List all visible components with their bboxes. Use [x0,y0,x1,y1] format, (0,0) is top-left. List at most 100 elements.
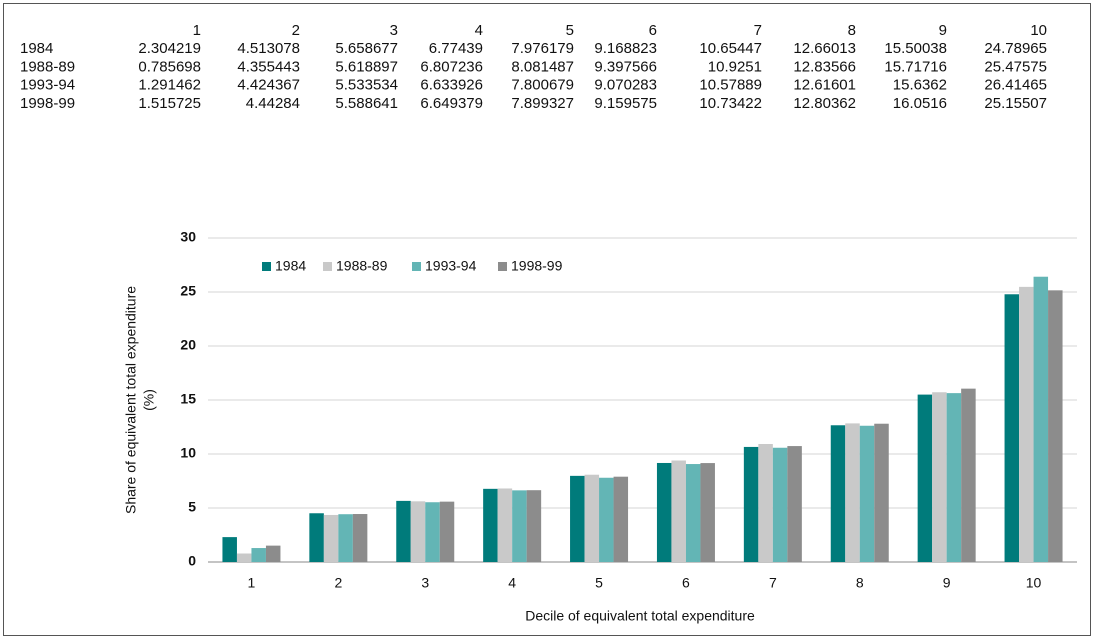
y-tick-label: 15 [180,391,196,407]
legend-swatch [323,262,332,271]
legend-swatch [262,262,271,271]
bar [497,488,513,562]
bar [700,463,715,562]
x-tick-label: 1 [248,575,256,591]
table-cell: 15.6362 [893,77,947,94]
bar [787,446,802,562]
table-row-label: 1998-99 [20,95,75,112]
table-header: 5 [566,22,574,39]
bar [584,474,600,562]
legend-swatch [412,262,421,271]
table-cell: 9.070283 [594,77,657,94]
bar [323,514,339,562]
bar [483,488,498,562]
bar [613,476,629,562]
y-axis-title: Share of equivalent total expenditure [123,286,139,514]
table-cell: 12.66013 [793,40,856,57]
bar [961,388,976,562]
table-cell: 25.47575 [984,58,1047,75]
table-header: 3 [390,22,398,39]
table-cell: 9.159575 [594,95,657,112]
x-tick-label: 7 [769,575,777,591]
table-header: 4 [475,22,483,39]
table-row-label: 1988-89 [20,58,75,75]
table-header: 8 [848,22,856,39]
bar [874,423,889,562]
y-tick-label: 30 [180,229,196,245]
y-axis-title: (%) [141,389,157,411]
x-tick-label: 6 [682,575,690,591]
legend-label: 1988-89 [336,258,388,274]
table-cell: 10.57889 [699,77,762,94]
table-cell: 8.081487 [511,58,574,75]
frame [3,3,1091,636]
y-tick-label: 0 [188,553,196,569]
table-header: 7 [754,22,762,39]
table-header: 9 [939,22,947,39]
table-cell: 12.80362 [793,95,856,112]
table-cell: 5.618897 [335,58,398,75]
x-tick-label: 8 [856,575,864,591]
bar [772,447,788,562]
table-cell: 16.0516 [893,95,947,112]
bar [1019,286,1034,562]
bar [1004,294,1020,562]
bar [917,394,933,562]
legend-label: 1984 [275,258,306,274]
table-header: 6 [649,22,657,39]
bar [1048,290,1063,562]
bar [932,392,947,562]
table-row-label: 1993-94 [20,77,75,94]
table-cell: 1.291462 [138,77,201,94]
bar [859,425,875,562]
table-cell: 2.304219 [138,40,201,57]
table-cell: 0.785698 [138,58,201,75]
table-cell: 5.588641 [335,95,398,112]
x-tick-label: 4 [508,575,516,591]
x-tick-label: 9 [943,575,951,591]
bar [338,514,353,562]
table-cell: 6.633926 [420,77,483,94]
x-tick-label: 10 [1026,575,1042,591]
table-cell: 6.77439 [429,40,483,57]
bar [845,423,860,562]
table-cell: 15.50038 [884,40,947,57]
bar [830,425,846,562]
table-cell: 10.73422 [699,95,762,112]
table-cell: 12.83566 [793,58,856,75]
bar [352,514,368,562]
bar [265,545,281,562]
table-cell: 25.15507 [984,95,1047,112]
x-axis-title: Decile of equivalent total expenditure [525,608,755,624]
bar [599,477,614,562]
bar [743,446,759,562]
table-cell: 7.899327 [511,95,574,112]
bar [309,513,324,562]
legend-label: 1993-94 [425,258,477,274]
bar [526,490,542,562]
table-cell: 9.168823 [594,40,657,57]
table-cell: 7.800679 [511,77,574,94]
bar [758,444,773,562]
bar [656,462,672,562]
bar [512,490,527,562]
table-cell: 12.61601 [793,77,856,94]
table-cell: 4.513078 [237,40,300,57]
table-cell: 4.355443 [237,58,300,75]
bar [410,501,426,562]
bar [439,501,455,562]
table-header: 2 [292,22,300,39]
table-header: 1 [193,22,201,39]
bar [251,548,266,562]
bar [396,500,411,562]
table-cell: 1.515725 [138,95,201,112]
bar [946,393,962,562]
table-cell: 24.78965 [984,40,1047,57]
y-tick-label: 10 [180,445,196,461]
x-tick-label: 3 [421,575,429,591]
bar [570,475,585,562]
table-cell: 9.397566 [594,58,657,75]
legend-swatch [498,262,507,271]
